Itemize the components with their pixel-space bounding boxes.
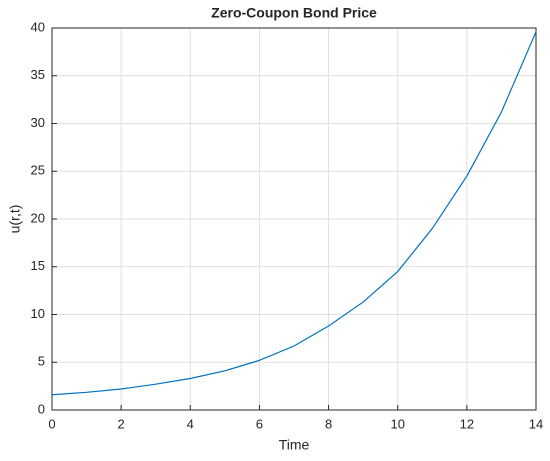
chart-title: Zero-Coupon Bond Price bbox=[211, 5, 377, 21]
x-tick-label: 8 bbox=[325, 416, 332, 431]
x-tick-label: 6 bbox=[256, 416, 263, 431]
y-tick-label: 15 bbox=[31, 258, 45, 273]
x-tick-label: 2 bbox=[118, 416, 125, 431]
data-line bbox=[51, 31, 537, 396]
x-tick-label: 10 bbox=[390, 416, 404, 431]
y-tick-label: 20 bbox=[31, 210, 45, 225]
y-tick-label: 40 bbox=[31, 19, 45, 34]
y-tick-label: 25 bbox=[31, 163, 45, 178]
y-tick-label: 5 bbox=[38, 354, 45, 369]
y-tick-label: 10 bbox=[31, 306, 45, 321]
y-tick-label: 35 bbox=[31, 67, 45, 82]
plot-frame bbox=[51, 27, 537, 411]
x-tick-label: 0 bbox=[48, 416, 55, 431]
x-tick-label: 12 bbox=[460, 416, 474, 431]
y-axis-label: u(r,t) bbox=[7, 205, 23, 234]
x-axis-label: Time bbox=[279, 437, 310, 453]
y-tick-label: 0 bbox=[38, 401, 45, 416]
x-tick-label: 4 bbox=[187, 416, 194, 431]
x-tick-label: 14 bbox=[529, 416, 543, 431]
y-tick-label: 30 bbox=[31, 115, 45, 130]
